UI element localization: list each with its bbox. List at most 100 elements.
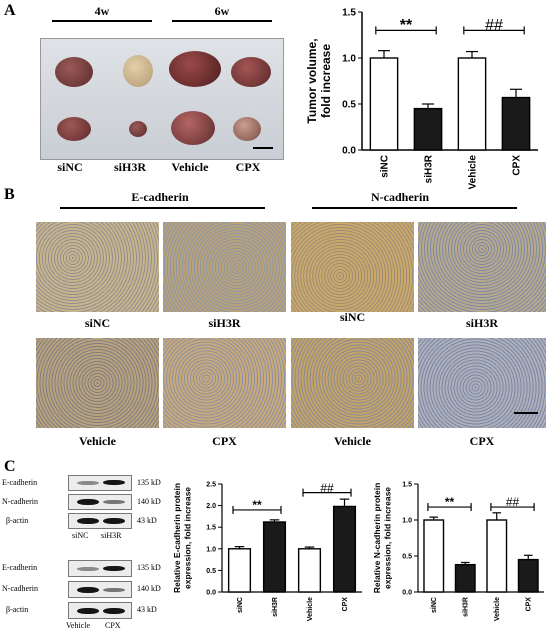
chart-a-bar-1: [413, 107, 443, 151]
ihc-ncad-cpx: [418, 338, 546, 428]
panel-c-letter: C: [4, 458, 16, 475]
chart-a-bar-0: [369, 57, 399, 151]
tumor-vehicle-1: [169, 51, 221, 87]
tumor-sinc-2: [57, 117, 91, 141]
marker-label-n-cadherin: N-cadherin: [371, 190, 429, 204]
chart-a-ytick-label-3: 1.5: [342, 8, 356, 19]
tumor-volume-chart: 0.0 0.5 1.0 1.5 siNC siH3R Vehicle CPX ** ## Tumor…: [305, 8, 538, 190]
tumor-sih3r-1: [123, 55, 153, 87]
panel-b-letter: B: [4, 186, 15, 203]
tumor-label-sinc: siNC: [57, 160, 83, 174]
blot1-band-actin-sih3r: [103, 518, 125, 524]
group-bar-6w: [172, 20, 272, 22]
group-label-4w: 4w: [94, 4, 110, 18]
ihc-label-r1-sih3r: siH3R: [208, 316, 241, 330]
tumor-vehicle-2: [171, 111, 215, 145]
chart-a-bar-2: [457, 57, 487, 151]
blot1-label-actin: β-actin: [6, 516, 29, 525]
chart-e-xlabel-0: siNC: [237, 597, 244, 613]
blot1-strip-ecad: [68, 475, 132, 491]
chart-a-sig-label-0: **: [400, 17, 413, 34]
chart-n-ytick-label-2: 1.0: [402, 517, 412, 524]
ihc-ecad-vehicle: [36, 338, 159, 428]
tumor-sih3r-2: [129, 121, 147, 137]
chart-n-xlabel-1: siH3R: [463, 597, 470, 617]
ihc-ecad-sinc: [36, 222, 159, 312]
ihc-ncad-sih3r: [418, 222, 546, 312]
chart-e-ytick-label-0: 0.0: [206, 589, 216, 596]
chart-n-ylabel-line-0: Relative N-cadherin protein: [372, 483, 382, 594]
chart-n-ylabel-line-1: expression, fold increase: [383, 487, 393, 589]
chart-e-sig-label-1: ##: [320, 481, 334, 495]
blot2-size-actin: 43 kD: [137, 605, 157, 614]
tumor-photo: [40, 38, 284, 160]
chart-n-bar-3: [517, 558, 539, 593]
blot2-lane-vehicle: Vehicle: [66, 621, 90, 630]
tumor-label-cpx: CPX: [235, 160, 261, 174]
chart-n-bar-0: [423, 519, 445, 593]
blot2-band-ncad-cpx: [103, 588, 125, 592]
ihc-ecad-cpx: [163, 338, 286, 428]
blot1-size-actin: 43 kD: [137, 516, 157, 525]
blot1-band-ecad-sih3r: [103, 480, 125, 485]
blot1-size-ncad: 140 kD: [137, 497, 161, 506]
chart-e-xlabel-1: siH3R: [272, 597, 279, 617]
chart-e-sig-label-0: **: [252, 498, 262, 512]
chart-n-ytick-label-1: 0.5: [402, 553, 412, 560]
marker-bar-e-cadherin: [60, 207, 265, 209]
blot1-strip-ncad: [68, 494, 132, 510]
blot1-label-ecad: E-cadherin: [2, 478, 38, 487]
chart-a-xlabel-2: Vehicle: [468, 155, 479, 190]
marker-bar-n-cadherin: [312, 207, 517, 209]
chart-n-bar-2: [486, 519, 508, 593]
ihc-label-r2-vehicle: Vehicle: [79, 434, 116, 448]
chart-e-ytick-label-3: 1.5: [206, 525, 216, 532]
blot2-band-ecad-vehicle: [77, 567, 99, 571]
blot2-lane-cpx: CPX: [105, 621, 121, 630]
group-bar-4w: [52, 20, 152, 22]
chart-e-ytick-label-2: 1.0: [206, 546, 216, 553]
tumor-cpx-2: [233, 117, 261, 141]
chart-a-xlabel-1: siH3R: [424, 154, 435, 183]
tumor-label-sih3r: siH3R: [113, 160, 146, 174]
blot1-lane-sinc: siNC: [72, 531, 89, 540]
chart-e-ylabel-line-0: Relative E-cadherin protein: [172, 483, 182, 593]
blot1-band-ncad-sinc: [77, 499, 99, 505]
marker-label-e-cadherin: E-cadherin: [131, 190, 189, 204]
blot1-band-ncad-sih3r: [103, 500, 125, 504]
blot1-size-ecad: 135 kD: [137, 478, 161, 487]
blot1-band-ecad-sinc: [77, 481, 99, 485]
blot2-label-ncad: N-cadherin: [2, 584, 38, 593]
blot2-strip-ncad: [68, 581, 132, 598]
ihc-label-r2-cpx-n: CPX: [469, 434, 495, 448]
chart-e-ytick-label-5: 2.5: [206, 481, 216, 488]
chart-n-xlabel-0: siNC: [431, 597, 438, 613]
tumor-label-vehicle: Vehicle: [171, 160, 209, 174]
n-cadherin-expression-chart: 0.0 0.5 1.0 1.5 siNC siH3R Vehicle CPX ** ## Relat…: [372, 481, 544, 621]
tumor-cpx-1: [231, 57, 271, 87]
blot2-label-ecad: E-cadherin: [2, 563, 38, 572]
blot2-band-ncad-vehicle: [77, 587, 99, 593]
ihc-scale-bar: [514, 412, 538, 414]
chart-a-ylabel-line-0: Tumor volume,: [305, 38, 319, 123]
blot2-strip-ecad: [68, 560, 132, 577]
ihc-label-r1-sinc-n: siNC: [339, 310, 366, 324]
ihc-ecad-sih3r: [163, 222, 286, 312]
blot2-size-ncad: 140 kD: [137, 584, 161, 593]
blot2-size-ecad: 135 kD: [137, 563, 161, 572]
chart-e-xlabel-2: Vehicle: [307, 597, 314, 621]
e-cadherin-expression-chart: 0.0 0.5 1.0 1.5 2.0 2.5 siNC siH3R Vehicle CPX ** #…: [172, 481, 362, 621]
chart-n-xlabel-2: Vehicle: [494, 597, 501, 621]
ihc-label-r1-sih3r-n: siH3R: [465, 316, 498, 330]
chart-n-ytick-label-0: 0.0: [402, 589, 412, 596]
tumor-sinc-1: [55, 57, 93, 87]
chart-n-ytick-label-3: 1.5: [402, 481, 412, 488]
ihc-label-r1-sinc: siNC: [84, 316, 111, 330]
chart-n-sig-label-0: **: [445, 495, 455, 509]
chart-a-xlabel-0: siNC: [380, 155, 391, 178]
chart-a-ytick-label-2: 1.0: [342, 54, 356, 65]
chart-e-bar-0: [227, 548, 252, 593]
chart-a-ytick-label-0: 0.0: [342, 146, 356, 157]
group-label-6w: 6w: [214, 4, 230, 18]
blot2-label-actin: β-actin: [6, 605, 29, 614]
